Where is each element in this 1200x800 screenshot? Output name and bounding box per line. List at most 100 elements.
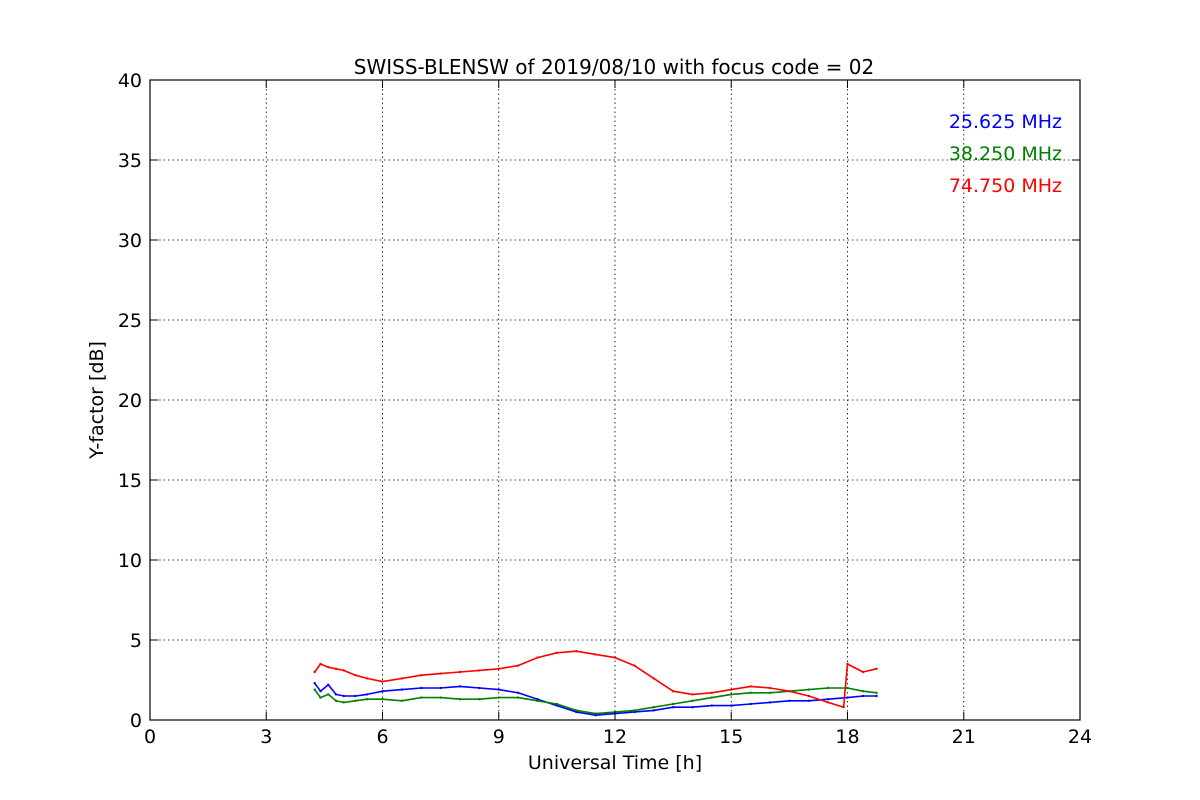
data-point: [319, 662, 322, 666]
data-point: [788, 690, 791, 693]
data-point: [478, 669, 481, 672]
chart-title: SWISS-BLENSW of 2019/08/10 with focus co…: [354, 55, 875, 79]
data-point: [613, 656, 617, 659]
tick-layer: 0 3 6 9 12 15 18 21 24 0 5 10 15 20 25 30 35 40: [118, 70, 1092, 748]
data-point: [342, 701, 345, 704]
data-point: [516, 696, 520, 699]
data-point: [400, 699, 404, 702]
data-point: [313, 688, 316, 691]
data-point: [875, 667, 878, 670]
data-point: [846, 696, 849, 699]
x-tick-label: 6: [376, 726, 388, 748]
data-point: [691, 699, 694, 702]
data-point: [555, 651, 559, 654]
y-tick-label: 20: [118, 390, 142, 412]
data-point: [730, 693, 733, 696]
data-point: [652, 709, 655, 712]
series-line-2: [314, 650, 877, 709]
data-point: [652, 706, 655, 709]
data-point: [458, 670, 462, 674]
data-point: [807, 694, 810, 698]
data-point: [710, 691, 714, 694]
data-point: [826, 698, 830, 701]
trace-layer: [313, 650, 878, 717]
legend-entry-2: 74.750 MHz: [949, 175, 1062, 197]
data-point: [334, 667, 338, 670]
data-point: [365, 693, 369, 696]
data-point: [516, 664, 520, 667]
data-point: [730, 704, 733, 707]
data-point: [439, 672, 442, 675]
y-tick-label: 10: [118, 550, 142, 572]
data-point: [458, 685, 462, 688]
data-point: [807, 688, 810, 691]
data-point: [497, 667, 500, 670]
data-point: [400, 677, 404, 680]
data-point: [671, 690, 675, 693]
grid-layer: [149, 79, 1081, 721]
data-point: [536, 699, 539, 702]
data-point: [652, 677, 655, 680]
data-point: [354, 694, 357, 698]
data-point: [381, 690, 384, 693]
data-point: [807, 699, 810, 702]
data-point: [691, 706, 694, 709]
data-point: [334, 693, 338, 696]
data-point: [768, 691, 772, 694]
data-point: [497, 688, 500, 691]
data-point: [439, 696, 442, 699]
x-tick-label: 15: [719, 726, 743, 748]
data-point: [334, 699, 338, 702]
data-point: [497, 696, 500, 699]
data-point: [749, 691, 752, 694]
data-point: [594, 712, 597, 715]
data-point: [710, 704, 714, 707]
data-point: [516, 691, 520, 694]
data-point: [749, 702, 752, 706]
data-point: [478, 698, 481, 701]
data-point: [319, 690, 322, 693]
data-point: [342, 669, 345, 672]
data-point: [313, 670, 316, 674]
y-tick-label: 0: [130, 710, 142, 732]
y-tick-label: 30: [118, 230, 142, 252]
y-tick-label: 25: [118, 310, 142, 332]
data-point: [575, 650, 578, 653]
data-point: [846, 686, 849, 690]
legend-entry-0: 25.625 MHz: [949, 111, 1062, 133]
y-tick-label: 5: [130, 630, 142, 652]
x-tick-label: 21: [952, 726, 976, 748]
data-point: [710, 696, 714, 699]
data-point: [327, 683, 330, 686]
series-line-0: [314, 682, 877, 717]
data-point: [420, 696, 423, 699]
data-point: [691, 693, 694, 696]
x-tick-label: 12: [603, 726, 627, 748]
y-tick-label: 40: [118, 70, 142, 92]
data-point: [478, 686, 481, 690]
data-point: [788, 699, 791, 702]
data-point: [354, 674, 357, 677]
data-point: [327, 666, 330, 669]
data-point: [313, 682, 316, 685]
y-tick-label: 35: [118, 150, 142, 172]
data-point: [768, 701, 772, 704]
series-line-1: [314, 687, 877, 715]
x-tick-label: 24: [1068, 726, 1092, 748]
data-point: [633, 664, 636, 667]
x-tick-label: 0: [144, 726, 156, 748]
data-point: [354, 699, 357, 702]
data-point: [536, 656, 539, 659]
data-point: [861, 690, 865, 693]
data-point: [875, 694, 878, 698]
x-tick-label: 18: [835, 726, 859, 748]
data-point: [826, 701, 830, 704]
data-point: [842, 706, 845, 709]
x-tick-label: 9: [493, 726, 505, 748]
data-point: [730, 688, 733, 691]
data-point: [575, 709, 578, 712]
data-point: [319, 696, 322, 699]
data-point: [439, 686, 442, 690]
data-point: [555, 702, 559, 706]
data-point: [327, 693, 330, 696]
